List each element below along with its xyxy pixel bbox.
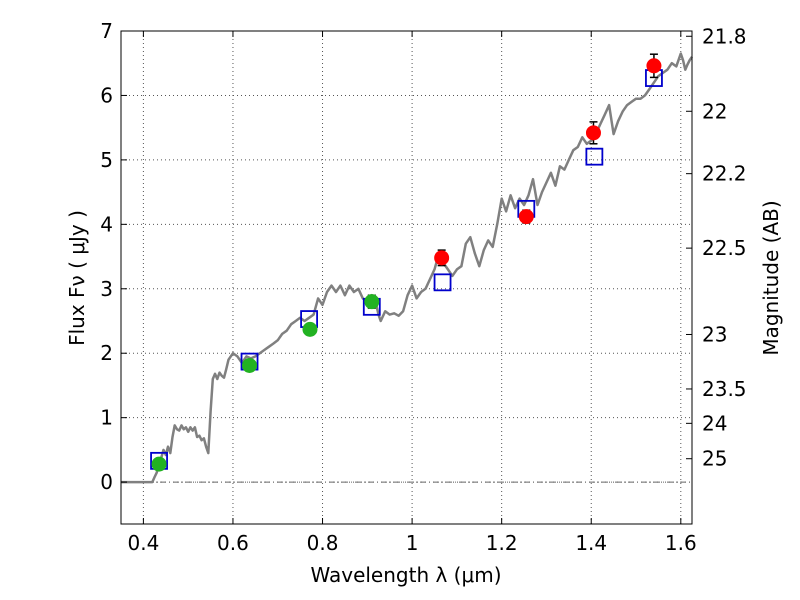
y-tick-labels: 0 1 2 3 4 5 6 7 bbox=[100, 19, 113, 494]
right-tick-label: 22.2 bbox=[702, 162, 747, 186]
x-tick-label: 1.6 bbox=[665, 531, 697, 555]
right-tick-label: 23.5 bbox=[702, 377, 747, 401]
y-tick-label: 0 bbox=[100, 470, 113, 494]
plot-frame bbox=[120, 30, 693, 525]
right-tick-label: 25 bbox=[702, 447, 727, 471]
red-point bbox=[434, 250, 450, 266]
model-box bbox=[433, 273, 452, 292]
y-axis-label: Flux Fν ( μJy ) bbox=[65, 210, 89, 346]
green-point bbox=[151, 456, 167, 472]
observed-points bbox=[151, 58, 662, 472]
axis-ticks bbox=[121, 30, 692, 524]
right-tick-label: 24 bbox=[702, 411, 727, 435]
spectrum-series bbox=[121, 52, 694, 484]
y-tick-label: 6 bbox=[100, 83, 113, 107]
right-tick-label: 21.8 bbox=[702, 24, 747, 48]
x-tick-label: 0.6 bbox=[217, 531, 249, 555]
x-tick-labels: 0.4 0.6 0.8 1 1.2 1.4 1.6 bbox=[127, 531, 696, 555]
x-tick-label: 1.2 bbox=[486, 531, 518, 555]
green-point bbox=[364, 294, 380, 310]
y-tick-label: 2 bbox=[100, 341, 113, 365]
model-box-series bbox=[150, 69, 663, 470]
right-axis-label: Magnitude (AB) bbox=[759, 200, 783, 355]
red-point bbox=[585, 125, 601, 141]
x-tick-label: 1 bbox=[406, 531, 419, 555]
y-tick-label: 7 bbox=[100, 19, 113, 43]
y-tick-label: 1 bbox=[100, 406, 113, 430]
x-tick-label: 1.4 bbox=[575, 531, 607, 555]
spectrum-line bbox=[121, 52, 694, 484]
right-tick-label: 22 bbox=[702, 99, 727, 123]
red-point bbox=[518, 209, 534, 225]
x-axis-label: Wavelength λ (μm) bbox=[310, 563, 501, 587]
right-tick-labels: 21.8 22 22.2 22.5 23 23.5 24 25 bbox=[702, 24, 747, 470]
green-point bbox=[242, 357, 258, 373]
y-tick-label: 3 bbox=[100, 277, 113, 301]
error-bars bbox=[155, 53, 658, 470]
y-tick-label: 5 bbox=[100, 148, 113, 172]
y-tick-label: 4 bbox=[100, 212, 113, 236]
x-tick-label: 0.8 bbox=[307, 531, 339, 555]
right-tick-label: 22.5 bbox=[702, 236, 747, 260]
x-tick-label: 0.4 bbox=[127, 531, 159, 555]
right-tick-label: 23 bbox=[702, 322, 727, 346]
red-point bbox=[646, 58, 662, 74]
model-box bbox=[585, 147, 604, 166]
green-point bbox=[302, 321, 318, 337]
